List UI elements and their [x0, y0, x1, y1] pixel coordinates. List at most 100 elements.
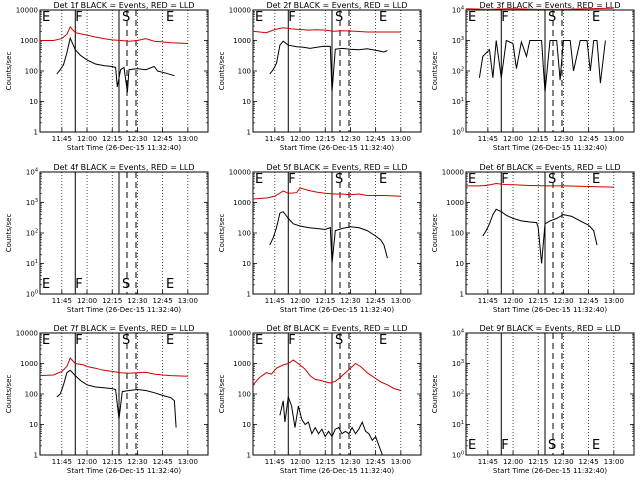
x-tick-label: 13:00 — [604, 297, 624, 305]
x-tick-label: 12:00 — [503, 458, 523, 466]
y-tick-label: 100 — [238, 391, 251, 399]
time-marker-label: S — [548, 438, 556, 453]
y-axis-label: Counts/sec — [431, 52, 439, 91]
x-axis-label: Start Time (26-Dec-15 11:32:40) — [280, 306, 394, 314]
x-tick-label: 12:00 — [503, 297, 523, 305]
series-events — [482, 208, 598, 264]
x-tick-label: 13:00 — [604, 458, 624, 466]
x-axis-label: Start Time (26-Dec-15 11:32:40) — [280, 144, 394, 152]
series-lld — [466, 182, 614, 188]
x-tick-label: 12:00 — [77, 458, 97, 466]
detector-panel: Det 1f BLACK = Events, RED = LLD 1 10 100 10… — [5, 1, 209, 152]
y-tick-label: 10000 — [16, 330, 38, 338]
time-marker-label: E — [379, 333, 387, 348]
x-tick-label: 12:45 — [579, 135, 599, 143]
y-tick-label: 101 — [452, 420, 464, 429]
x-axis-label: Start Time (26-Dec-15 11:32:40) — [493, 144, 607, 152]
y-tick-label: 100 — [452, 451, 464, 460]
panel-title: Det 4f BLACK = Events, RED = LLD — [53, 163, 194, 172]
x-tick-label: 12:15 — [528, 135, 548, 143]
y-tick-label: 10000 — [229, 169, 251, 177]
y-tick-label: 10 — [29, 98, 38, 106]
panel-title: Det 3f BLACK = Events, RED = LLD — [479, 1, 620, 10]
time-marker-label: E — [255, 172, 263, 187]
y-axis-label: Counts/sec — [5, 375, 13, 414]
y-tick-label: 1 — [247, 291, 251, 299]
series-events — [56, 36, 175, 93]
series-events — [478, 39, 606, 93]
x-tick-label: 12:30 — [340, 458, 360, 466]
x-tick-label: 11:45 — [265, 458, 285, 466]
x-tick-label: 13:00 — [391, 297, 411, 305]
plot-frame — [39, 332, 209, 456]
x-tick-label: 11:45 — [52, 458, 72, 466]
y-axis-label: Counts/sec — [218, 52, 226, 91]
x-tick-label: 11:45 — [265, 135, 285, 143]
series-events — [279, 396, 383, 456]
time-marker-label: S — [122, 333, 130, 348]
x-axis-label: Start Time (26-Dec-15 11:32:40) — [493, 467, 607, 475]
y-tick-label: 100 — [238, 68, 251, 76]
x-tick-label: 13:00 — [178, 135, 198, 143]
detector-panel: Det 9f BLACK = Events, RED = LLD 100 101 10… — [431, 324, 635, 475]
series-events — [269, 40, 388, 93]
y-tick-label: 1 — [34, 129, 38, 137]
y-tick-label: 104 — [452, 6, 464, 15]
y-tick-label: 1 — [247, 452, 251, 460]
series-events — [269, 211, 388, 264]
time-marker-label: E — [255, 333, 263, 348]
time-marker-label: S — [122, 277, 130, 292]
detector-panel: Det 5f BLACK = Events, RED = LLD 1 10 100 10… — [218, 163, 422, 314]
y-tick-label: 103 — [452, 36, 464, 45]
x-axis-label: Start Time (26-Dec-15 11:32:40) — [280, 467, 394, 475]
y-tick-label: 100 — [26, 290, 38, 299]
plot-frame — [252, 9, 422, 133]
y-tick-label: 10 — [242, 98, 251, 106]
time-marker-label: E — [379, 172, 387, 187]
time-marker-label: S — [548, 172, 556, 187]
x-tick-label: 12:45 — [366, 458, 386, 466]
x-tick-label: 12:30 — [553, 458, 573, 466]
time-marker-label: E — [166, 277, 174, 292]
y-axis-label: Counts/sec — [431, 214, 439, 253]
y-tick-label: 10000 — [16, 7, 38, 15]
y-tick-label: 10000 — [229, 7, 251, 15]
x-tick-label: 12:30 — [340, 297, 360, 305]
y-tick-label: 10000 — [229, 330, 251, 338]
plot-frame — [465, 9, 635, 133]
time-marker-label: S — [335, 10, 343, 25]
x-tick-label: 13:00 — [178, 297, 198, 305]
y-tick-label: 103 — [26, 198, 38, 207]
y-tick-label: 100 — [25, 68, 38, 76]
x-tick-label: 11:45 — [52, 135, 72, 143]
time-marker-label: E — [379, 10, 387, 25]
x-axis-label: Start Time (26-Dec-15 11:32:40) — [67, 467, 181, 475]
y-tick-label: 102 — [452, 67, 464, 76]
time-marker-label: S — [548, 10, 556, 25]
y-tick-label: 100 — [25, 391, 38, 399]
y-tick-label: 100 — [452, 128, 464, 137]
plot-frame — [252, 332, 422, 456]
series-lld — [252, 27, 401, 34]
x-tick-label: 12:15 — [102, 135, 122, 143]
time-marker-label: E — [592, 172, 600, 187]
x-tick-label: 11:45 — [478, 458, 498, 466]
y-tick-label: 10 — [242, 260, 251, 268]
series-events — [56, 369, 177, 428]
time-marker-label: F — [501, 10, 508, 25]
x-tick-label: 12:45 — [579, 297, 599, 305]
x-tick-label: 11:45 — [478, 297, 498, 305]
panel-title: Det 5f BLACK = Events, RED = LLD — [266, 163, 407, 172]
time-marker-label: F — [75, 277, 82, 292]
y-tick-label: 101 — [26, 259, 38, 268]
x-tick-label: 13:00 — [178, 458, 198, 466]
y-axis-label: Counts/sec — [5, 52, 13, 91]
plot-frame — [465, 171, 635, 295]
x-tick-label: 12:00 — [77, 297, 97, 305]
time-marker-label: F — [288, 333, 295, 348]
y-tick-label: 1 — [34, 452, 38, 460]
series-lld — [465, 7, 614, 10]
x-axis-label: Start Time (26-Dec-15 11:32:40) — [67, 144, 181, 152]
plot-frame — [39, 171, 209, 295]
